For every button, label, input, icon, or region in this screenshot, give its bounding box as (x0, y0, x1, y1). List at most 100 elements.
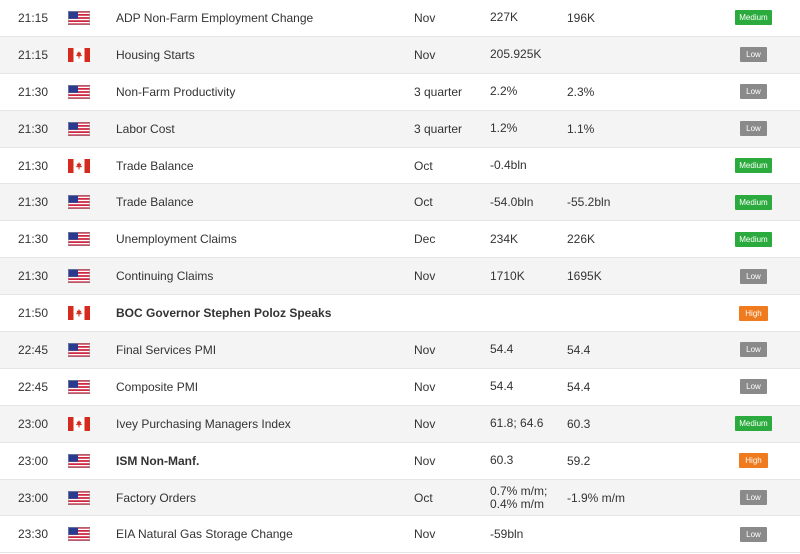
event-period: Nov (414, 379, 436, 394)
event-time: 21:50 (18, 306, 49, 321)
event-period: Nov (414, 269, 436, 284)
event-time: 23:30 (18, 527, 49, 542)
impact-cell: Low (731, 516, 776, 552)
canada-flag-icon (68, 406, 90, 442)
event-period: 3 quarter (414, 121, 463, 136)
us-flag-icon (68, 516, 90, 552)
event-forecast: 1695K (567, 269, 602, 284)
impact-cell: High (731, 443, 776, 479)
impact-badge: Low (740, 526, 767, 542)
event-name[interactable]: Housing Starts (116, 47, 195, 62)
us-flag-icon (68, 0, 90, 36)
impact-cell: Medium (731, 148, 776, 184)
table-row: 23:30 EIA Natural Gas Storage Change Nov… (0, 516, 800, 554)
event-name[interactable]: Composite PMI (116, 379, 199, 394)
impact-badge: Low (740, 342, 767, 358)
table-row: 21:30 Trade Balance Oct -54.0bln -55.2bl… (0, 184, 800, 222)
impact-cell: Low (731, 111, 776, 147)
event-name[interactable]: Labor Cost (116, 121, 175, 136)
table-row: 21:50 BOC Governor Stephen Poloz Speaks … (0, 295, 800, 333)
table-row: 23:00 Factory Orders Oct 0.7% m/m; 0.4% … (0, 479, 800, 517)
event-actual: 2.2% (490, 84, 518, 99)
event-time: 23:00 (18, 453, 49, 468)
impact-cell: High (731, 295, 776, 331)
event-name[interactable]: Non-Farm Productivity (116, 84, 236, 99)
event-time: 21:30 (18, 121, 49, 136)
event-forecast: 60.3 (567, 416, 591, 431)
event-name[interactable]: EIA Natural Gas Storage Change (116, 527, 293, 542)
event-actual: -54.0bln (490, 194, 534, 209)
table-row: 22:45 Composite PMI Nov 54.4 54.4 Low (0, 369, 800, 406)
event-name[interactable]: Final Services PMI (116, 342, 217, 357)
us-flag-icon (68, 369, 90, 405)
event-period: Nov (414, 416, 436, 431)
event-forecast: 2.3% (567, 84, 595, 99)
event-period: Nov (414, 10, 436, 25)
impact-badge: Low (740, 379, 767, 395)
impact-badge: Low (740, 490, 767, 506)
table-row: 21:30 Non-Farm Productivity 3 quarter 2.… (0, 74, 800, 111)
us-flag-icon (68, 332, 90, 368)
event-name[interactable]: ISM Non-Manf. (116, 453, 200, 468)
event-period: Nov (414, 342, 436, 357)
impact-badge: Low (740, 84, 767, 100)
event-actual: 54.4 (490, 379, 514, 394)
event-name[interactable]: Trade Balance (116, 158, 194, 173)
us-flag-icon (68, 74, 90, 110)
event-actual: 1.2% (490, 121, 518, 136)
event-actual: 205.925K (490, 47, 542, 62)
event-time: 22:45 (18, 342, 49, 357)
event-actual: 61.8; 64.6 (490, 416, 544, 431)
us-flag-icon (68, 480, 90, 516)
us-flag-icon (68, 221, 90, 257)
table-row: 21:30 Continuing Claims Nov 1710K 1695K … (0, 258, 800, 296)
canada-flag-icon (68, 295, 90, 331)
event-time: 22:45 (18, 379, 49, 394)
event-period: Dec (414, 232, 436, 247)
table-row: 22:45 Final Services PMI Nov 54.4 54.4 L… (0, 332, 800, 369)
impact-cell: Low (731, 332, 776, 368)
impact-cell: Medium (731, 184, 776, 220)
table-row: 23:00 Ivey Purchasing Managers Index Nov… (0, 405, 800, 443)
event-actual: 227K (490, 10, 519, 25)
event-forecast: 54.4 (567, 379, 591, 394)
impact-cell: Medium (731, 221, 776, 257)
table-row: 21:30 Trade Balance Oct -0.4bln Medium (0, 148, 800, 185)
event-time: 23:00 (18, 490, 49, 505)
table-row: 23:00 ISM Non-Manf. Nov 60.3 59.2 High (0, 443, 800, 480)
impact-badge: Medium (735, 231, 772, 247)
event-actual: 60.3 (490, 453, 514, 468)
table-row: 21:30 Labor Cost 3 quarter 1.2% 1.1% Low (0, 110, 800, 148)
event-actual: 0.7% m/m; 0.4% m/m (490, 483, 548, 511)
event-time: 23:00 (18, 416, 49, 431)
event-name[interactable]: Ivey Purchasing Managers Index (116, 416, 291, 431)
event-name[interactable]: Factory Orders (116, 490, 197, 505)
event-period: Nov (414, 47, 436, 62)
impact-cell: Low (731, 37, 776, 73)
impact-cell: Low (731, 369, 776, 405)
event-actual: 1710K (490, 268, 525, 283)
impact-cell: Low (731, 480, 776, 516)
event-time: 21:30 (18, 195, 49, 210)
event-forecast: 226K (567, 232, 596, 247)
event-time: 21:30 (18, 158, 49, 173)
us-flag-icon (68, 184, 90, 220)
event-time: 21:30 (18, 232, 49, 247)
event-forecast: 1.1% (567, 121, 595, 136)
event-actual: 54.4 (490, 342, 514, 357)
event-name[interactable]: Trade Balance (116, 195, 194, 210)
event-name[interactable]: BOC Governor Stephen Poloz Speaks (116, 306, 332, 321)
impact-badge: Medium (735, 194, 772, 210)
event-period: 3 quarter (414, 84, 463, 99)
event-name[interactable]: Continuing Claims (116, 269, 214, 284)
event-name[interactable]: ADP Non-Farm Employment Change (116, 10, 314, 25)
impact-badge: Low (740, 121, 767, 137)
event-time: 21:30 (18, 269, 49, 284)
event-name[interactable]: Unemployment Claims (116, 232, 237, 247)
table-row: 21:30 Unemployment Claims Dec 234K 226K … (0, 221, 800, 259)
event-period: Oct (414, 490, 433, 505)
event-period: Nov (414, 453, 436, 468)
event-period: Nov (414, 527, 436, 542)
event-time: 21:15 (18, 47, 49, 62)
